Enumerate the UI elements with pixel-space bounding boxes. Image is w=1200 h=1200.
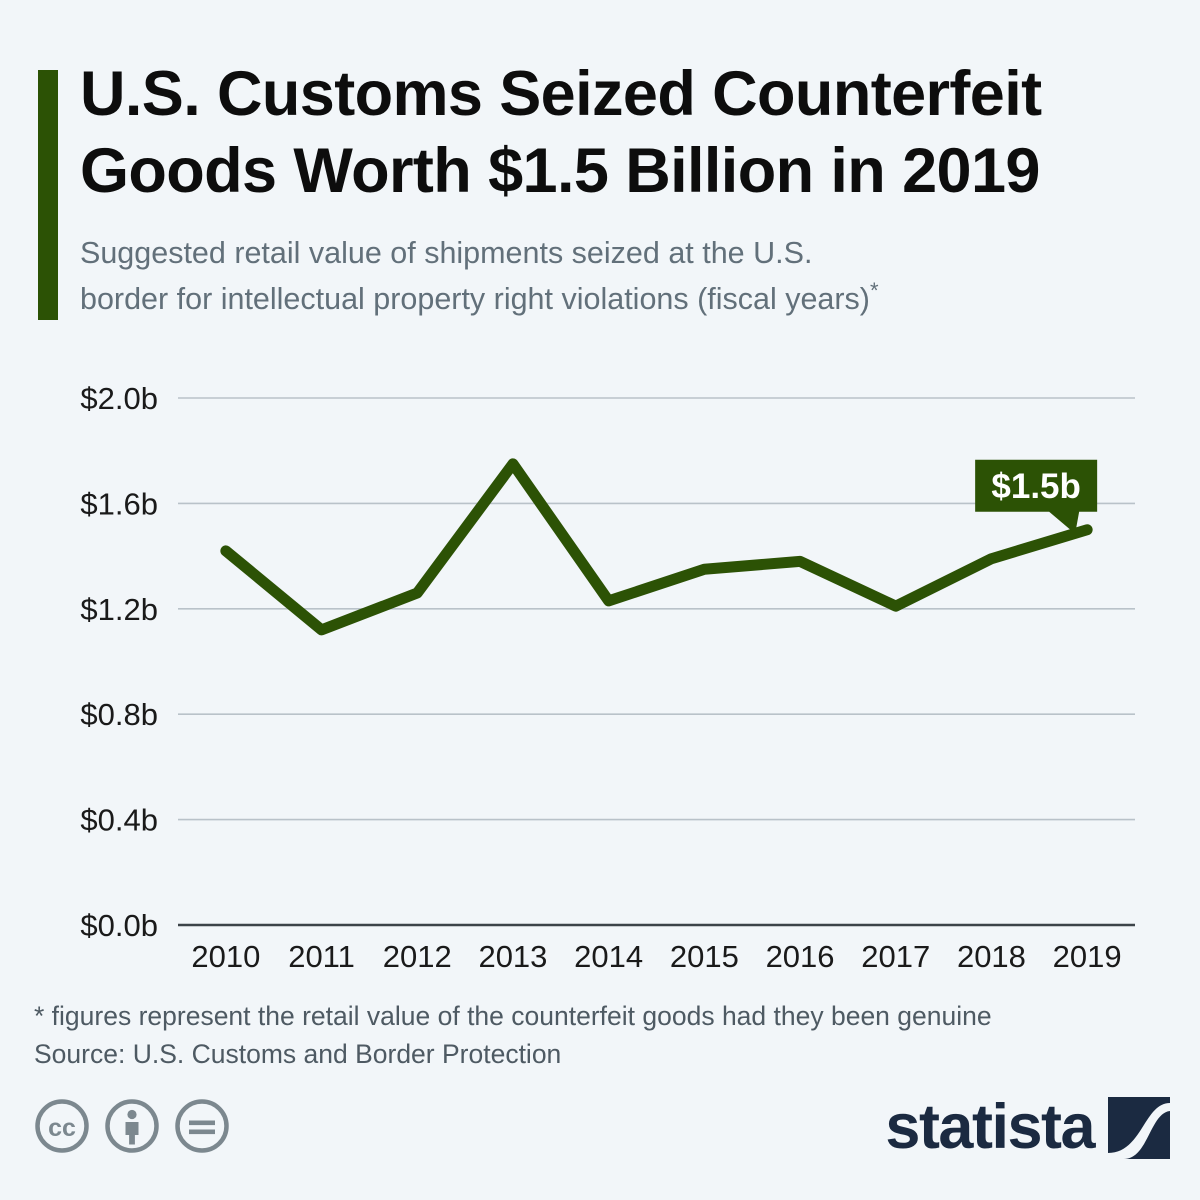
x-axis-tick-label: 2010 [191,939,260,974]
page-title: U.S. Customs Seized Counterfeit Goods Wo… [80,59,1042,206]
y-axis-tick-label: $2.0b [80,381,158,416]
creative-commons-license-icons: cc [34,1098,230,1154]
x-axis-tick-label: 2015 [670,939,739,974]
cc-nd-equals-icon[interactable] [174,1098,230,1154]
statista-logo[interactable]: statista [885,1096,1170,1159]
x-axis-tick-label: 2011 [288,939,355,974]
statista-wordmark: statista [885,1092,1095,1162]
x-axis-tick-labels: 2010 2011 2012 2013 2014 2015 2016 2017 2018 2019 [191,939,1121,974]
x-axis-tick-label: 2018 [957,939,1026,974]
chart-canvas: $2.0b$1.6b$1.2b$0.8b$0.4b$0.0b 2010 2011 2… [80,381,1135,974]
y-axis-tick-label: $0.4b [80,803,158,838]
x-axis-tick-label: 2013 [478,939,547,974]
footer-bar: cc statista [0,1090,1200,1200]
svg-text:cc: cc [48,1114,76,1142]
line-chart: $2.0b $1.6b $1.2b $0.8b $0.4b $0.0b 2010 2011 2… [0,340,1200,990]
cc-icon[interactable]: cc [34,1098,90,1154]
x-axis-tick-label: 2014 [574,939,643,974]
x-axis-tick-label: 2012 [383,939,452,974]
callout-bubble [975,459,1098,534]
x-axis-tick-label: 2019 [1053,939,1122,974]
value-callout: $1.5b [975,459,1098,534]
subtitle-asterisk: * [869,277,879,303]
y-axis-tick-label: $0.8b [80,697,158,732]
gridlines [178,397,1135,927]
page-subtitle: Suggested retail value of shipments seiz… [80,230,1170,323]
y-axis-tick-label: $1.6b [80,486,158,521]
y-axis-tick-labels: $2.0b $1.6b $1.2b $0.8b $0.4b $0.0b [80,381,158,943]
y-axis-tick-label: $0.0b [80,908,158,943]
subtitle-text: Suggested retail value of shipments seiz… [80,235,870,317]
statista-mark-icon [1108,1096,1170,1159]
x-axis-tick-label: 2017 [861,939,930,974]
title-accent-bar [38,70,58,320]
infographic-header: U.S. Customs Seized Counterfeit Goods Wo… [0,0,1200,340]
footnote-text: * figures represent the retail value of … [34,1001,992,1031]
title-block: U.S. Customs Seized Counterfeit Goods Wo… [80,56,1180,322]
cc-by-person-icon[interactable] [104,1098,160,1154]
callout-label: $1.5b [991,467,1081,506]
y-axis-tick-label: $1.2b [80,592,158,627]
footnotes: * figures represent the retail value of … [34,998,1184,1073]
source-text: Source: U.S. Customs and Border Protecti… [34,1038,562,1069]
x-axis-tick-label: 2016 [766,939,835,974]
data-series-line [220,458,1093,636]
